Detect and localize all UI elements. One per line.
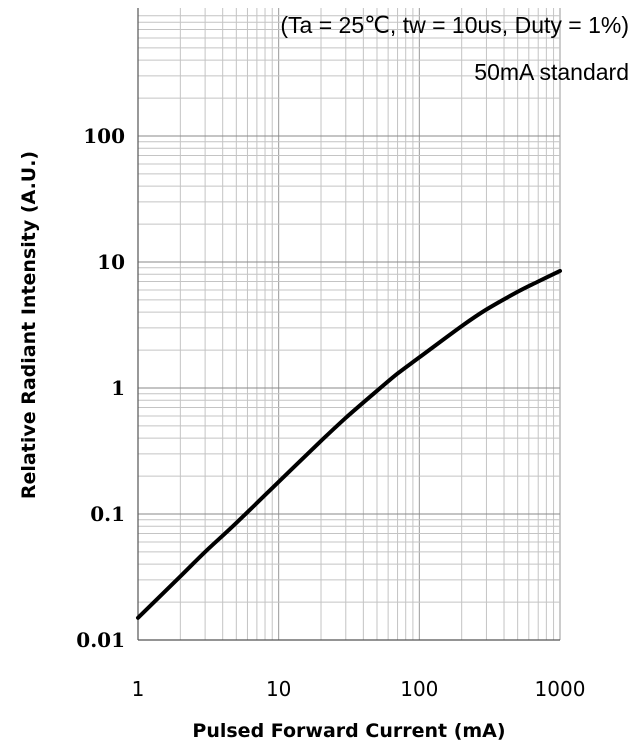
chart-grid <box>137 8 561 641</box>
conditions-annotation: (Ta = 25℃, tw = 10us, Duty = 1%) <box>280 12 629 38</box>
chart-series <box>136 268 562 620</box>
x-tick-label: 10 <box>266 677 291 701</box>
x-tick-label: 1 <box>132 677 145 701</box>
y-axis-label: Relative Radiant Intensity (A.U.) <box>18 151 40 499</box>
x-tick-label: 1000 <box>535 677 586 701</box>
y-tick-label: 1 <box>111 376 125 400</box>
y-tick-labels: 0.01 0.1 1 10 100 <box>76 124 125 652</box>
y-tick-label: 100 <box>83 124 125 148</box>
x-tick-labels: 1 10 100 1000 <box>132 677 586 701</box>
y-tick-label: 0.1 <box>90 502 125 526</box>
x-tick-label: 100 <box>400 677 438 701</box>
series-line <box>136 268 562 620</box>
standard-annotation: 50mA standard <box>474 59 629 85</box>
y-tick-label: 0.01 <box>76 628 125 652</box>
x-axis-label: Pulsed Forward Current (mA) <box>192 720 505 742</box>
y-tick-label: 10 <box>97 250 125 274</box>
